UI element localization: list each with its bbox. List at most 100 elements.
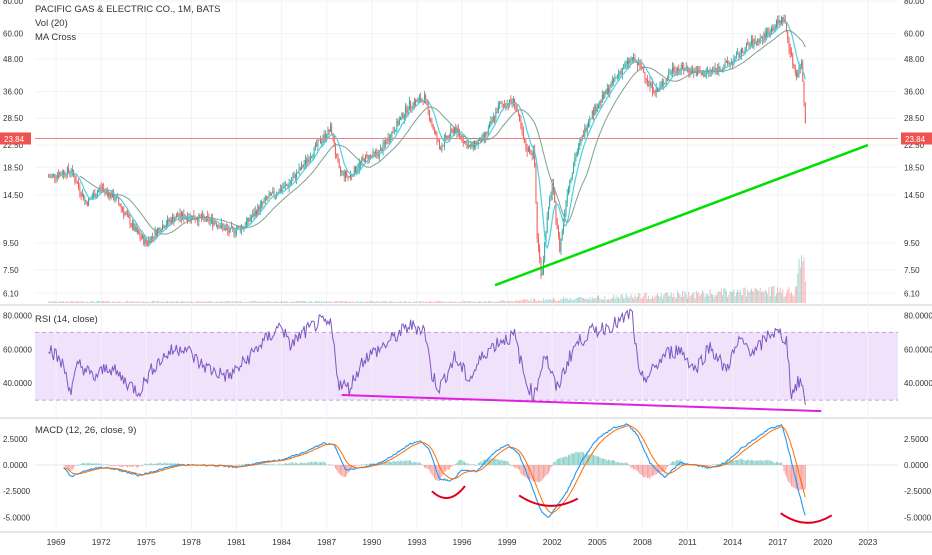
support-trendline[interactable]	[494, 143, 869, 287]
candle-body	[745, 43, 747, 48]
macd-histogram-bar	[760, 460, 762, 466]
volume-bar	[84, 302, 86, 303]
candle-body	[527, 147, 529, 152]
macd-histogram-bar	[398, 461, 400, 466]
macd-histogram-bar	[124, 465, 126, 467]
volume-bar	[689, 296, 691, 303]
volume-bar	[157, 300, 158, 303]
macd-histogram-bar	[408, 460, 410, 466]
candle-body	[75, 180, 77, 184]
price-axis-label-right: 14.50	[904, 191, 925, 200]
macd-histogram-bar	[355, 465, 356, 467]
macd-histogram-bar	[550, 465, 552, 468]
candle-body	[729, 62, 731, 65]
macd-histogram-bar	[293, 463, 295, 466]
volume-bar	[380, 301, 381, 303]
candle-body	[788, 38, 790, 49]
volume-bar	[472, 301, 474, 303]
candle-body	[509, 99, 511, 106]
macd-histogram-bar	[342, 465, 344, 477]
macd-histogram-bar	[629, 465, 631, 466]
volume-bar	[316, 301, 318, 303]
volume-bar	[768, 286, 770, 303]
volume-bar	[735, 292, 737, 303]
macd-histogram-bar	[395, 461, 397, 466]
candle-body	[438, 141, 440, 148]
volume-bar	[73, 301, 75, 303]
candle-body	[648, 81, 650, 83]
x-tick-label: 1993	[407, 537, 426, 547]
macd-histogram-bar	[505, 461, 507, 466]
candle-body	[497, 105, 499, 114]
candle-body	[55, 177, 57, 179]
candle-body	[372, 151, 374, 156]
volume-bar	[683, 296, 685, 303]
candle-body	[515, 104, 517, 109]
candle-body	[178, 216, 180, 218]
volume-bar	[195, 301, 197, 303]
volume-bar	[456, 302, 458, 303]
macd-arc-annotation[interactable]	[780, 512, 833, 524]
volume-bar	[236, 302, 237, 303]
volume-bar	[153, 300, 155, 303]
volume-bar	[624, 297, 626, 303]
macd-histogram-bar	[662, 465, 663, 472]
volume-bar	[499, 301, 501, 303]
volume-bar	[190, 300, 192, 303]
macd-histogram-bar	[620, 462, 622, 466]
macd-arc-annotation[interactable]	[431, 485, 466, 499]
candle-body	[158, 228, 160, 230]
macd-histogram-bar	[626, 463, 628, 466]
macd-histogram-bar	[229, 464, 231, 466]
volume-bar	[485, 300, 487, 303]
macd-histogram-bar	[266, 464, 267, 466]
price-axis-label-right: 48.00	[904, 55, 925, 64]
volume-bar	[446, 301, 448, 303]
macd-histogram-bar	[430, 465, 432, 473]
macd-histogram-bar	[542, 465, 544, 479]
volume-bar	[537, 300, 539, 303]
rsi-trendline[interactable]	[341, 394, 822, 413]
volume-bar	[258, 301, 260, 303]
volume-bar	[708, 296, 710, 303]
candle-body	[767, 31, 769, 33]
volume-bar	[400, 300, 402, 303]
macd-histogram-bar	[449, 465, 450, 470]
candle-body	[81, 193, 83, 197]
macd-histogram-bar	[638, 465, 640, 473]
volume-bar	[600, 299, 602, 303]
candle-body	[665, 78, 667, 83]
candle-body	[396, 120, 398, 131]
volume-bar	[410, 302, 412, 303]
volume-bar	[541, 301, 543, 303]
rsi-line	[48, 308, 806, 405]
candle-body	[122, 207, 123, 211]
price-axis-label-left: 9.50	[3, 239, 19, 248]
macd-histogram-bar	[511, 465, 513, 466]
candle-body	[317, 140, 319, 146]
macd-arc-annotation[interactable]	[518, 494, 579, 507]
volume-bar	[387, 301, 389, 303]
candle-body	[487, 127, 489, 134]
volume-bar	[693, 292, 695, 303]
candle-body	[446, 135, 448, 139]
volume-bar	[665, 292, 667, 303]
volume-bar	[781, 293, 782, 303]
volume-bar	[239, 300, 241, 303]
volume-bar	[729, 291, 731, 303]
macd-histogram-bar	[497, 459, 499, 466]
volume-bar	[108, 300, 110, 303]
price-axis-label-right: 9.50	[904, 239, 920, 248]
volume-bar	[117, 302, 118, 303]
macd-histogram-bar	[618, 462, 620, 466]
volume-bar	[370, 300, 371, 303]
volume-bar	[610, 298, 612, 303]
volume-bar	[165, 301, 167, 303]
macd-histogram-bar	[333, 465, 335, 466]
macd-histogram-bar	[109, 465, 111, 466]
volume-bar	[590, 299, 592, 303]
candle-body	[113, 192, 115, 200]
macd-histogram-bar	[535, 465, 537, 482]
candle-body	[147, 243, 148, 245]
